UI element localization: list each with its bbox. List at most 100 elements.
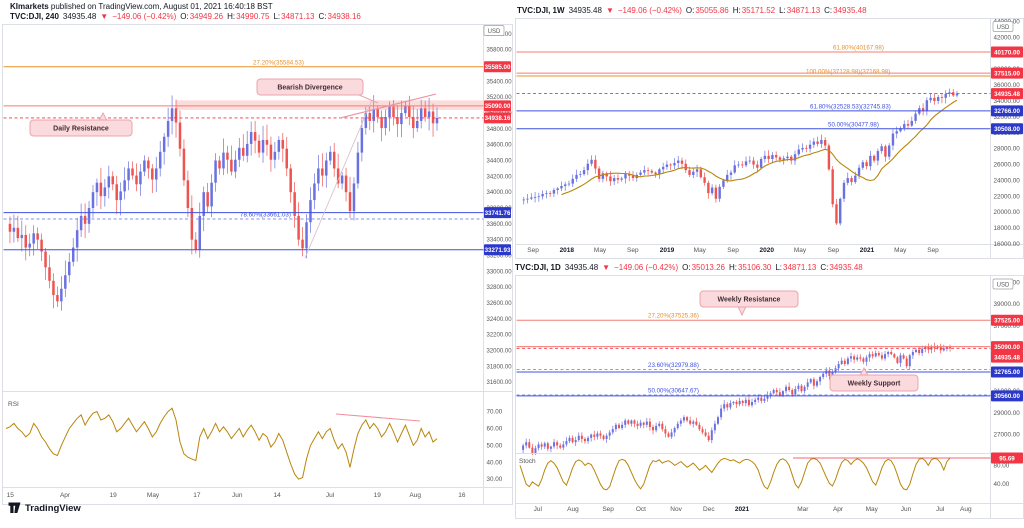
svg-text:28000.00: 28000.00 [994, 146, 1021, 153]
svg-text:Aug: Aug [567, 506, 579, 513]
price-change: −149.06 (−0.42%) [617, 6, 682, 15]
svg-text:40.00: 40.00 [994, 481, 1010, 488]
svg-text:May: May [794, 247, 807, 254]
symbol-label: TVC:DJI, 240 [10, 12, 59, 21]
low-value: 34871.13 [783, 263, 817, 272]
svg-text:34800.00: 34800.00 [487, 127, 513, 133]
svg-text:34000.00: 34000.00 [994, 98, 1021, 105]
svg-text:27.20%(37525.36): 27.20%(37525.36) [648, 313, 699, 320]
svg-text:36000.00: 36000.00 [994, 82, 1021, 89]
svg-text:30508.00: 30508.00 [994, 126, 1020, 133]
svg-text:May: May [894, 247, 907, 254]
svg-text:33271.93: 33271.93 [485, 247, 511, 254]
svg-text:May: May [147, 492, 160, 499]
svg-text:20000.00: 20000.00 [994, 209, 1021, 216]
svg-text:23.60%(32979.88): 23.60%(32979.88) [648, 362, 699, 369]
svg-text:33200.00: 33200.00 [487, 253, 513, 259]
svg-text:34935.48: 34935.48 [994, 91, 1020, 98]
svg-text:May: May [594, 247, 607, 254]
svg-text:30.00: 30.00 [487, 476, 503, 483]
svg-text:40.00: 40.00 [487, 459, 503, 466]
open-value: 35055.86 [695, 6, 729, 15]
svg-text:32766.00: 32766.00 [994, 108, 1020, 115]
svg-text:16: 16 [458, 492, 466, 499]
high-value: 35171.52 [741, 6, 776, 15]
svg-text:15: 15 [7, 492, 15, 499]
svg-text:Jul: Jul [936, 506, 945, 513]
svg-text:35585.00: 35585.00 [485, 64, 511, 71]
svg-text:100.00%(37128.98)(37168.98): 100.00%(37128.98)(37168.98) [806, 69, 890, 76]
close-value: 34935.48 [833, 6, 867, 15]
tradingview-logo-text: TradingView [25, 502, 81, 514]
symbol-label: TVC:DJI, 1D [515, 263, 561, 272]
svg-text:61.80%(40167.98): 61.80%(40167.98) [833, 45, 884, 52]
svg-text:32000.00: 32000.00 [994, 114, 1021, 121]
direction-icon: ▼ [100, 12, 109, 21]
svg-text:37515.00: 37515.00 [994, 70, 1020, 77]
tradingview-logo-icon [8, 502, 21, 513]
svg-text:Apr: Apr [833, 506, 844, 513]
svg-text:31800.00: 31800.00 [487, 364, 513, 370]
svg-text:80.00: 80.00 [994, 462, 1010, 469]
svg-text:Mar: Mar [797, 506, 809, 513]
svg-text:40170.00: 40170.00 [994, 49, 1020, 56]
svg-text:Sep: Sep [627, 247, 639, 254]
svg-text:50.00: 50.00 [487, 442, 503, 449]
svg-text:2021: 2021 [735, 506, 750, 513]
close-value: 34935.48 [829, 263, 863, 272]
svg-text:Sep: Sep [602, 506, 614, 513]
author-name: KImarkets [10, 2, 49, 11]
svg-text:16000.00: 16000.00 [994, 241, 1021, 248]
svg-text:Sep: Sep [827, 247, 839, 254]
svg-text:May: May [694, 247, 707, 254]
svg-text:32765.00: 32765.00 [994, 369, 1020, 376]
direction-icon: ▼ [602, 263, 611, 272]
last-price: 34935.48 [568, 6, 602, 15]
price-change: −149.06 (−0.42%) [614, 263, 679, 272]
svg-text:34938.16: 34938.16 [485, 115, 511, 122]
svg-text:95.69: 95.69 [999, 455, 1015, 462]
svg-text:27000.00: 27000.00 [994, 432, 1021, 439]
svg-text:Jun: Jun [901, 506, 912, 513]
svg-text:31600.00: 31600.00 [487, 380, 513, 386]
svg-text:Dec: Dec [703, 506, 715, 513]
svg-text:34200.00: 34200.00 [487, 174, 513, 180]
svg-text:2021: 2021 [860, 247, 875, 254]
svg-text:19: 19 [374, 492, 382, 499]
chart-header-1w: TVC:DJI, 1W 34935.48 ▼ −149.06 (−0.42%) O:35… [517, 6, 867, 15]
svg-text:Oct: Oct [636, 506, 646, 513]
svg-text:39000.00: 39000.00 [994, 301, 1021, 308]
svg-text:29000.00: 29000.00 [994, 410, 1021, 417]
chart-header-240: TVC:DJI, 240 34935.48 ▼ −149.06 (−0.42%) O:3… [10, 12, 361, 21]
svg-text:27.20%(35584.53): 27.20%(35584.53) [253, 59, 304, 66]
svg-text:34600.00: 34600.00 [487, 143, 513, 149]
svg-text:78.60%(33661.03): 78.60%(33661.03) [240, 211, 291, 218]
svg-text:61.80%(32528.53)(32745.83): 61.80%(32528.53)(32745.83) [810, 103, 891, 110]
svg-text:34000.00: 34000.00 [487, 190, 513, 196]
svg-text:Jun: Jun [232, 492, 243, 499]
chart-header-1d: TVC:DJI, 1D 34935.48 ▼ −149.06 (−0.42%) O:35… [515, 263, 863, 272]
svg-text:17: 17 [193, 492, 201, 499]
svg-text:Stoch: Stoch [519, 458, 536, 465]
svg-text:Sep: Sep [527, 247, 539, 254]
svg-text:34935.48: 34935.48 [994, 354, 1020, 361]
svg-text:Apr: Apr [60, 492, 71, 499]
svg-text:18000.00: 18000.00 [994, 225, 1021, 232]
svg-text:Sep: Sep [927, 247, 939, 254]
svg-text:19: 19 [110, 492, 118, 499]
published-line: KImarkets published on TradingView.com, … [10, 2, 273, 11]
last-price: 34935.48 [564, 263, 599, 272]
svg-text:Bearish Divergence: Bearish Divergence [277, 85, 342, 92]
svg-text:Weekly Support: Weekly Support [848, 381, 901, 388]
svg-text:33741.76: 33741.76 [485, 210, 511, 217]
svg-text:USD: USD [997, 25, 1010, 31]
svg-text:May: May [866, 506, 879, 513]
svg-text:USD: USD [997, 282, 1010, 288]
close-value: 34938.16 [327, 12, 361, 21]
svg-text:32600.00: 32600.00 [487, 301, 513, 307]
svg-text:50.00%(30477.98): 50.00%(30477.98) [828, 121, 879, 128]
published-text: published on TradingView.com, August 01,… [48, 2, 273, 11]
high-value: 35106.30 [737, 263, 772, 272]
